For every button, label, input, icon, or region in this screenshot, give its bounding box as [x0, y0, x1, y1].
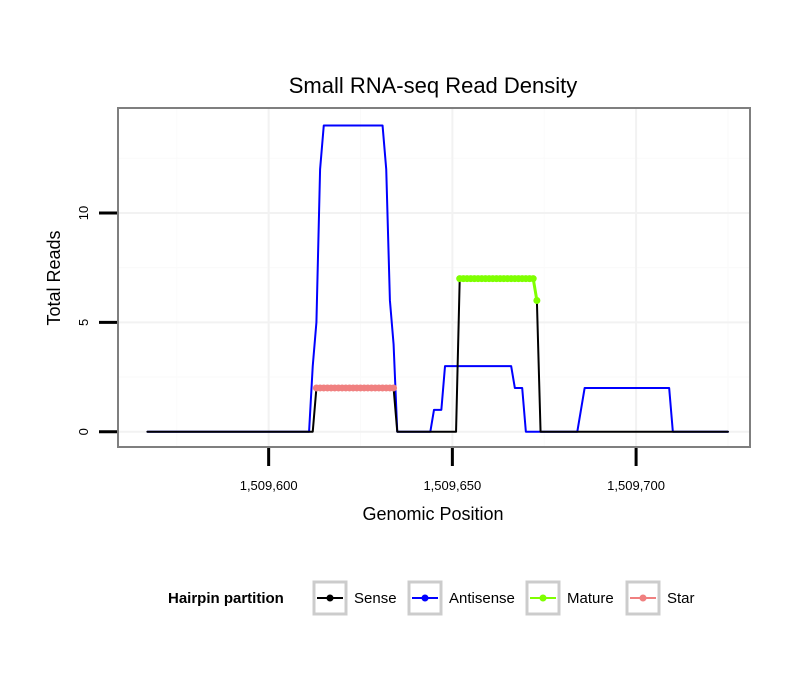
- x-axis: 1,509,600 1,509,650 1,509,700: [240, 448, 665, 493]
- legend-key-point-antisense: [421, 594, 429, 602]
- x-axis-title: Genomic Position: [362, 504, 503, 524]
- y-axis: 0 5 10: [76, 206, 117, 435]
- y-tick-label: 10: [76, 206, 91, 220]
- y-tick-label: 5: [76, 319, 91, 326]
- legend-label-antisense: Antisense: [449, 590, 515, 607]
- plot-panel-border: [117, 107, 751, 448]
- legend-title: Hairpin partition: [168, 590, 284, 607]
- legend-label-sense: Sense: [354, 590, 397, 607]
- plot-panel-background: [118, 108, 750, 447]
- data-point-star: [390, 384, 398, 392]
- y-axis-title: Total Reads: [44, 230, 64, 325]
- series-line-sense: [146, 277, 729, 433]
- legend: Hairpin partition Sense Antisense Mature St…: [168, 580, 695, 616]
- legend-key-point-sense: [326, 594, 334, 602]
- legend-label-mature: Mature: [567, 590, 614, 607]
- x-tick-label: 1,509,650: [423, 478, 481, 493]
- x-tick-label: 1,509,700: [607, 478, 665, 493]
- data-point-mature: [529, 275, 537, 283]
- chart-title: Small RNA-seq Read Density: [289, 73, 578, 98]
- data-point-mature: [533, 296, 541, 304]
- x-tick-label: 1,509,600: [240, 478, 298, 493]
- series-layer: [146, 124, 729, 433]
- legend-label-star: Star: [667, 590, 695, 607]
- legend-key-point-star: [639, 594, 647, 602]
- legend-key-point-mature: [539, 594, 547, 602]
- y-tick-label: 0: [76, 428, 91, 435]
